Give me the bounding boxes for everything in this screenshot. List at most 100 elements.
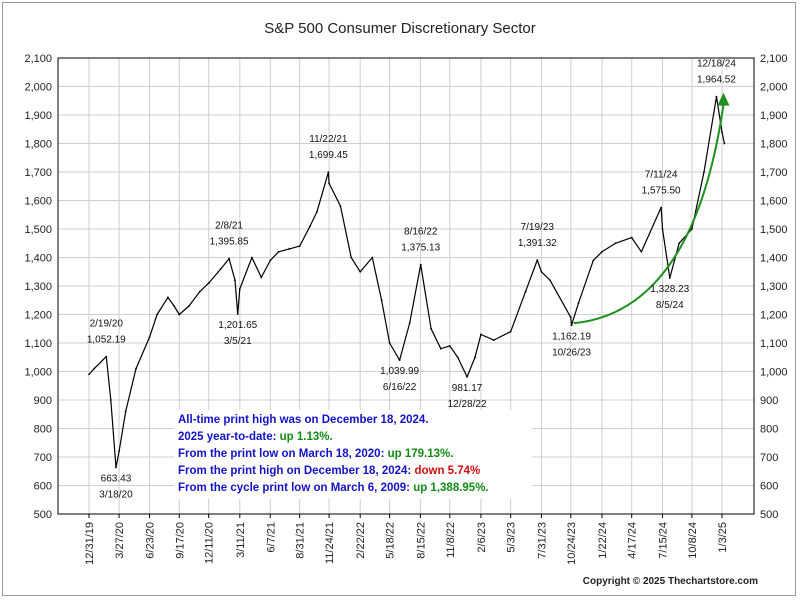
price-point (668, 277, 671, 279)
annotation-label: 6/16/22 (383, 382, 417, 393)
annotation-label: 7/11/24 (645, 169, 678, 180)
price-point (105, 355, 108, 358)
price-point (524, 290, 527, 293)
annotation-label: 1,575.50 (642, 185, 681, 196)
annotation-label: 2/19/20 (90, 319, 124, 330)
annotation-label: 7/19/23 (521, 222, 555, 233)
chart-title: S&P 500 Consumer Discretionary Sector (264, 20, 536, 37)
x-tick-label: 9/17/20 (174, 522, 186, 559)
annotation-label: 1,201.65 (218, 320, 257, 331)
price-point (592, 259, 595, 262)
price-point (569, 316, 572, 319)
note-value: up 1,388.95%. (413, 482, 489, 494)
trend-arrow-shaft (573, 104, 725, 325)
price-point (614, 242, 617, 245)
x-tick-label: 10/24/23 (566, 522, 578, 565)
trend-arrow-layer (573, 92, 730, 325)
price-point (277, 250, 280, 253)
price-point (219, 268, 222, 270)
y-axis-left: 500 600 700 800 900 1,000 1,100 1,200 1,300 1,400… (24, 53, 52, 521)
y-tick-label-right: 1,300 (760, 281, 788, 293)
annotation-label: 2/8/21 (215, 221, 243, 232)
price-point (448, 344, 451, 347)
price-point (380, 299, 383, 302)
price-point (439, 347, 442, 350)
y-tick-label-right: 900 (760, 395, 778, 407)
price-point (93, 367, 96, 370)
x-tick-label: 6/23/20 (145, 522, 157, 559)
y-tick-label-right: 800 (760, 424, 778, 436)
price-point (721, 131, 723, 134)
y-tick-label: 2,100 (24, 53, 52, 65)
y-tick-label-right: 1,600 (760, 196, 788, 208)
price-point (601, 250, 603, 253)
x-tick-label: 2/6/23 (476, 522, 488, 553)
y-tick-label: 2,000 (24, 82, 52, 94)
price-point (207, 282, 210, 285)
y-tick-label: 800 (34, 424, 52, 436)
x-axis: 12/31/19 3/27/20 6/23/20 9/17/20 12/11/20 3/1… (84, 514, 729, 565)
y-tick-label-right: 1,900 (760, 110, 788, 122)
x-tick-label: 6/7/21 (265, 522, 277, 553)
price-point (109, 399, 112, 401)
price-line (88, 95, 725, 468)
y-tick-label-right: 1,100 (760, 338, 788, 350)
annotation-layer: 2/19/20 1,052.19 663.43 3/18/20 2/8/21 1,395.… (87, 59, 737, 501)
y-tick-label-right: 700 (760, 452, 778, 464)
price-point (492, 339, 495, 342)
y-tick-label: 700 (34, 452, 52, 464)
price-point (251, 256, 253, 259)
y-tick-label-right: 600 (760, 481, 778, 493)
y-tick-label: 1,100 (24, 338, 52, 350)
x-tick-label: 8/15/22 (415, 522, 427, 559)
price-point (166, 296, 169, 299)
price-point (135, 367, 137, 370)
x-tick-label: 7/31/23 (536, 522, 548, 559)
annotation-label: 12/28/22 (448, 399, 487, 410)
x-tick-label: 5/3/23 (506, 522, 518, 553)
y-axis-right: 500 600 700 800 900 1,000 1,100 1,200 1,300 1,400… (760, 53, 788, 521)
note-line-5: From the cycle print low on March 6, 200… (178, 480, 528, 497)
annotation-label: 8/16/22 (404, 227, 438, 238)
annotation-label: 10/26/23 (552, 347, 591, 358)
series-layer (88, 95, 726, 469)
price-point (398, 359, 401, 362)
annotation-label: 1,328.23 (650, 284, 689, 295)
note-line-2: 2025 year-to-date: up 1.13%. (178, 429, 528, 446)
trend-arrow-head (717, 92, 730, 106)
price-point (327, 171, 330, 174)
x-tick-label: 3/11/21 (235, 522, 247, 558)
price-point (577, 302, 580, 304)
price-point (173, 305, 175, 307)
price-point (234, 279, 236, 282)
note-value: down 5.74% (414, 465, 481, 477)
note-line-4: From the print high on December 18, 2024… (178, 463, 528, 480)
y-tick-label: 900 (34, 395, 52, 407)
annotation-label: 1,052.19 (87, 335, 126, 346)
price-point (570, 324, 573, 327)
price-point (660, 206, 663, 209)
price-point (339, 205, 342, 208)
y-tick-label: 1,500 (24, 224, 52, 236)
price-point (228, 257, 230, 260)
price-point (715, 95, 718, 98)
x-tick-label: 1/3/25 (717, 522, 729, 553)
price-point (480, 333, 482, 336)
price-point (456, 356, 459, 359)
price-point (359, 270, 362, 273)
y-tick-label: 1,900 (24, 110, 52, 122)
price-point (474, 356, 476, 359)
x-tick-label: 3/27/20 (114, 522, 126, 559)
note-text: All-time print high was on December 18, … (178, 414, 429, 426)
x-tick-label: 1/22/24 (597, 522, 609, 559)
x-tick-label: 7/15/24 (658, 522, 670, 559)
price-point (124, 410, 127, 413)
note-line-1: All-time print high was on December 18, … (178, 412, 528, 429)
price-point (118, 450, 120, 453)
y-tick-label: 1,000 (24, 367, 52, 379)
price-point (238, 287, 241, 290)
plot-border (57, 57, 755, 515)
price-point (388, 342, 391, 344)
price-point (298, 245, 301, 248)
